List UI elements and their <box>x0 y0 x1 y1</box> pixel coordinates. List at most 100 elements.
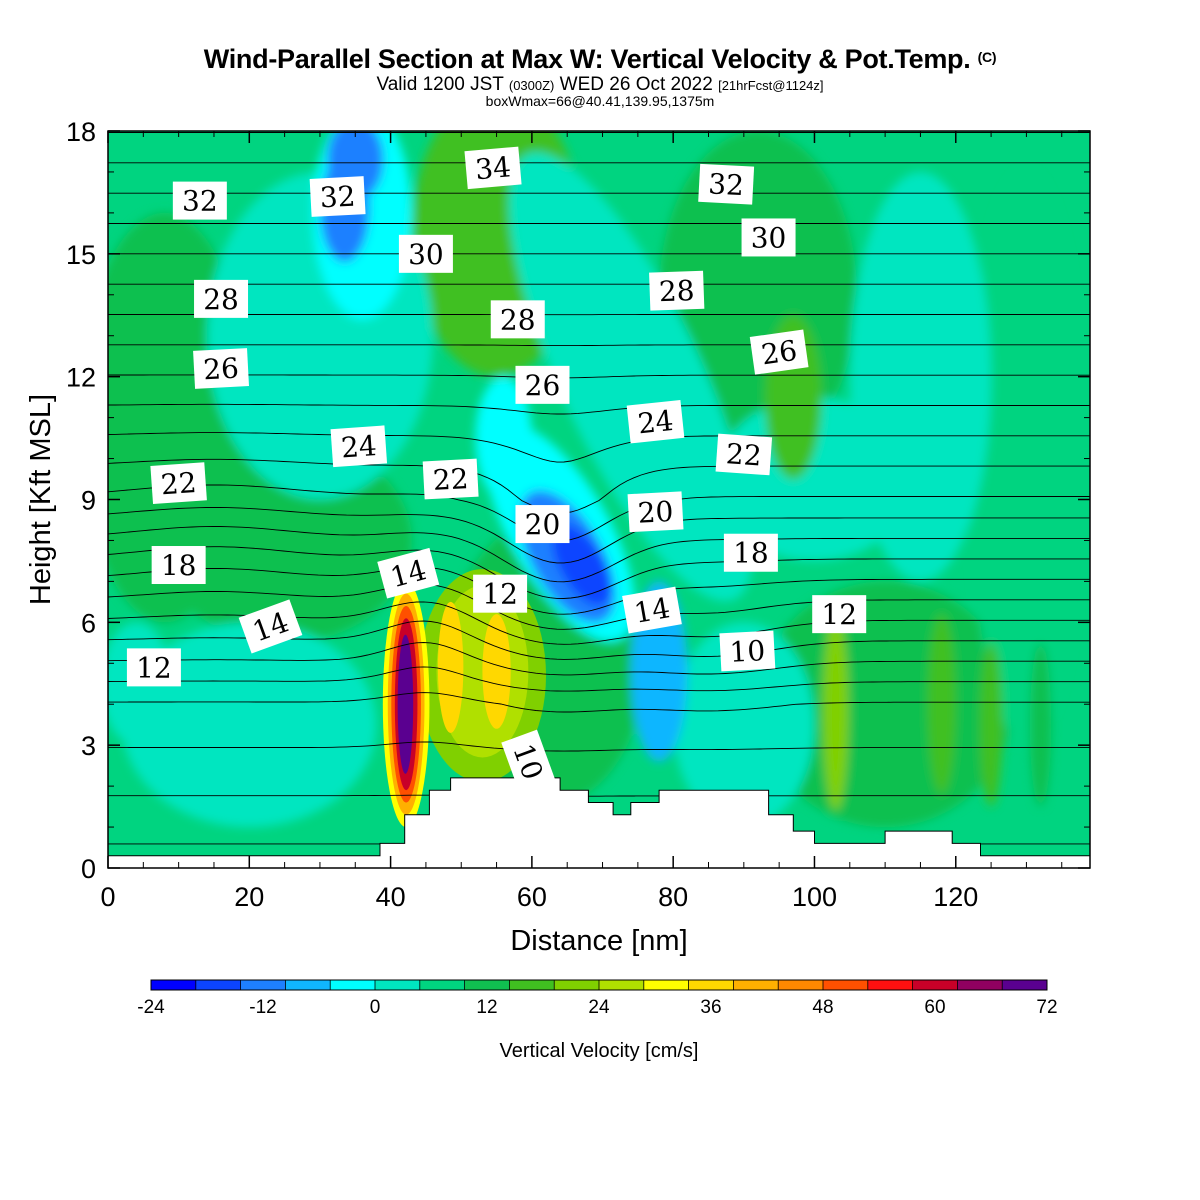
isentrope-11 <box>108 741 1090 752</box>
x-tick-label: 40 <box>376 882 406 912</box>
isentrope-23 <box>108 458 1090 514</box>
colorbar-swatch <box>912 980 958 990</box>
valid-time-utc: (0300Z) <box>508 78 555 93</box>
isotherm-label-box <box>330 425 388 468</box>
colorbar-swatch <box>733 980 779 990</box>
isotherm-label-text: 18 <box>161 549 197 582</box>
isentrope-18 <box>108 566 1090 615</box>
w-region <box>849 171 992 582</box>
w-region <box>475 376 532 500</box>
secondary-updraft <box>482 614 511 729</box>
colorbar-swatch <box>195 980 242 990</box>
isotherm-label: 24 <box>330 425 388 468</box>
colorbar-swatch <box>330 980 376 990</box>
isotherm-label-box <box>627 491 684 533</box>
isotherm-label: 32 <box>172 181 227 220</box>
y-tick-label: 3 <box>81 731 96 761</box>
isotherm-label-box <box>501 729 556 794</box>
isotherm-label: 12 <box>812 595 867 634</box>
isentrope-13 <box>108 666 1090 692</box>
isotherm-label: 24 <box>626 399 685 444</box>
isentrope-14 <box>108 642 1090 676</box>
isotherm-label-box <box>398 234 453 273</box>
colorbar-tick-label: 36 <box>700 997 721 1018</box>
isentrope-10 <box>108 794 1090 797</box>
y-tick-label: 15 <box>66 240 96 270</box>
colorbar-tick-label: -12 <box>249 997 276 1018</box>
isotherm-label-box <box>649 270 705 311</box>
isotherm-label-box <box>126 648 181 687</box>
colorbar-title: Vertical Velocity [cm/s] <box>500 1040 699 1062</box>
isotherm-label: 18 <box>723 533 778 572</box>
isotherm-label: 32 <box>698 163 755 205</box>
w-region <box>508 152 753 602</box>
chart-title-text: Wind-Parallel Section at Max W: Vertical… <box>203 44 971 74</box>
colorbar-swatch <box>509 980 555 990</box>
isotherm-label: 14 <box>622 586 682 634</box>
isotherm-label-box <box>812 595 867 634</box>
isotherm-label: 12 <box>473 574 528 613</box>
isotherm-label-text: 12 <box>821 598 857 631</box>
terrain-mask <box>107 777 1091 869</box>
w-region <box>1029 642 1052 807</box>
isotherm-label-text: 22 <box>160 466 198 501</box>
w-region <box>979 642 1003 807</box>
isotherm-label: 12 <box>126 648 181 687</box>
isotherm-label: 22 <box>150 462 207 504</box>
colorbar-swatch <box>688 980 734 990</box>
y-tick-label: 12 <box>66 363 96 393</box>
isotherm-label-text: 32 <box>182 185 218 218</box>
valid-date-text: WED 26 Oct 2022 <box>559 74 713 95</box>
colorbar-swatch <box>554 980 600 990</box>
isotherm-label: 28 <box>649 270 705 311</box>
valid-time-text: Valid 1200 JST <box>376 74 504 95</box>
isotherm-label: 32 <box>309 176 366 217</box>
x-tick-label: 20 <box>234 882 264 912</box>
secondary-updraft <box>437 601 464 733</box>
colorbar-tick-label: 12 <box>476 997 497 1018</box>
x-tick-label: 120 <box>933 882 978 912</box>
isentrope-12 <box>108 692 1090 713</box>
isentrope-22 <box>108 484 1090 542</box>
chart-title: Wind-Parallel Section at Max W: Vertical… <box>0 44 1200 75</box>
w-region <box>927 614 956 795</box>
isotherm-label-text: 10 <box>729 634 766 669</box>
isotherm-label: 10 <box>501 729 556 794</box>
isotherm-label-text: 34 <box>474 150 512 186</box>
isotherm-label-box <box>377 547 440 599</box>
colorbar-tick-label: 24 <box>588 997 610 1018</box>
isotherm-label: 26 <box>749 329 809 375</box>
colorbar-swatch <box>823 980 869 990</box>
colorbar-swatch <box>375 980 421 990</box>
isotherm-label-box <box>719 630 776 672</box>
main-updraft <box>400 659 409 758</box>
isotherm-label-text: 26 <box>525 369 561 402</box>
isotherm-label-text: 12 <box>482 578 518 611</box>
colorbar-swatch <box>957 980 1003 990</box>
isotherm-label-box <box>490 300 545 339</box>
isotherm-label: 20 <box>627 491 684 533</box>
w-region <box>122 622 377 828</box>
isotherm-label-text: 26 <box>759 334 799 372</box>
isotherm-label: 34 <box>464 146 522 190</box>
isotherm-label-text: 28 <box>500 303 536 336</box>
colorbar-swatch <box>643 980 690 990</box>
colorbar-tick-label: 72 <box>1036 997 1057 1018</box>
isotherm-label-box <box>626 399 685 444</box>
isotherm-label: 30 <box>741 218 796 257</box>
isotherm-label-text: 20 <box>637 495 674 530</box>
isentrope-21 <box>108 507 1090 564</box>
isotherm-label-box <box>464 146 522 190</box>
isotherm-label-box <box>172 181 227 220</box>
isotherm-label-box <box>151 546 206 585</box>
w-updraft-cores <box>382 569 547 828</box>
colorbar-tick-label: 0 <box>370 997 381 1018</box>
colorbar-swatch <box>151 980 197 990</box>
forecast-info: [21hrFcst@1124z] <box>718 78 824 93</box>
isotherm-label-text: 32 <box>707 167 744 202</box>
isotherm-label-box <box>150 462 207 504</box>
isotherm-label: 26 <box>515 365 570 404</box>
w-region <box>552 524 611 606</box>
